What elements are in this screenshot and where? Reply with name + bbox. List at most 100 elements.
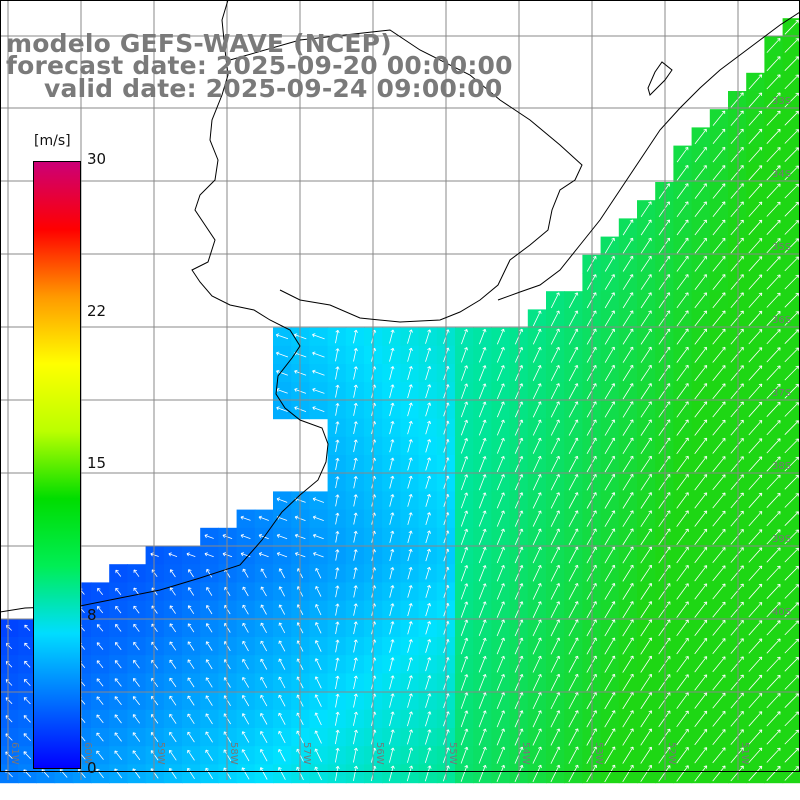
wind-arrow bbox=[496, 528, 505, 545]
wind-arrow bbox=[640, 637, 652, 655]
wind-arrow bbox=[658, 710, 671, 728]
wind-arrow bbox=[622, 746, 634, 764]
wind-cell bbox=[618, 273, 638, 292]
wind-cell bbox=[527, 746, 547, 765]
wind-arrow bbox=[604, 655, 616, 673]
wind-cell bbox=[691, 546, 711, 565]
wind-arrow bbox=[640, 346, 652, 363]
wind-cell bbox=[564, 673, 583, 693]
wind-arrow bbox=[460, 692, 469, 709]
longitude-label: 55W bbox=[447, 742, 458, 765]
wind-arrow bbox=[187, 731, 195, 743]
wind-arrow bbox=[133, 678, 140, 687]
wind-arrow bbox=[550, 619, 561, 637]
wind-arrow bbox=[676, 619, 689, 637]
wind-cell bbox=[564, 436, 583, 456]
wind-arrow bbox=[604, 692, 616, 710]
wind-arrow bbox=[407, 729, 413, 745]
wind-arrow bbox=[550, 292, 560, 309]
wind-arrow bbox=[241, 767, 250, 780]
wind-arrow bbox=[676, 583, 689, 600]
wind-arrow bbox=[712, 674, 726, 691]
wind-arrow bbox=[640, 528, 652, 546]
wind-cell bbox=[691, 655, 711, 674]
wind-arrow bbox=[748, 128, 763, 145]
wind-cell bbox=[691, 582, 711, 602]
wind-arrow bbox=[784, 693, 799, 708]
wind-arrow bbox=[784, 729, 799, 745]
wind-arrow bbox=[604, 328, 615, 345]
wind-arrow bbox=[353, 657, 358, 671]
wind-arrow bbox=[353, 675, 358, 690]
wind-arrow bbox=[532, 365, 542, 381]
wind-arrow bbox=[478, 583, 487, 600]
wind-cell bbox=[546, 491, 565, 511]
wind-cell bbox=[691, 127, 711, 147]
wind-arrow bbox=[568, 728, 579, 746]
wind-arrow bbox=[676, 255, 689, 272]
wind-cell bbox=[564, 618, 583, 638]
wind-arrow bbox=[694, 728, 708, 746]
wind-cell bbox=[600, 455, 620, 474]
wind-arrow bbox=[478, 619, 487, 637]
wind-arrow bbox=[622, 583, 634, 600]
wind-arrow bbox=[353, 494, 358, 507]
wind-arrow bbox=[622, 528, 634, 546]
wind-arrow bbox=[730, 365, 744, 381]
wind-arrow bbox=[313, 552, 324, 558]
wind-arrow bbox=[460, 492, 469, 509]
wind-cell bbox=[618, 309, 638, 329]
wind-arrow bbox=[206, 568, 213, 578]
wind-arrow bbox=[766, 547, 781, 563]
wind-arrow bbox=[784, 620, 799, 636]
wind-arrow bbox=[568, 710, 579, 728]
wind-arrow bbox=[640, 510, 652, 527]
wind-arrow bbox=[407, 657, 413, 672]
wind-arrow bbox=[712, 237, 726, 254]
wind-arrow bbox=[205, 731, 213, 743]
wind-cell bbox=[691, 364, 711, 383]
wind-arrow bbox=[784, 529, 799, 545]
wind-arrow bbox=[186, 552, 196, 557]
wind-arrow bbox=[712, 528, 726, 545]
wind-cell bbox=[673, 527, 693, 547]
wind-arrow bbox=[407, 512, 413, 525]
wind-arrow bbox=[730, 310, 744, 327]
wind-arrow bbox=[712, 292, 726, 309]
wind-arrow bbox=[640, 419, 652, 436]
wind-arrow bbox=[730, 256, 744, 272]
wind-cell bbox=[673, 509, 693, 529]
wind-arrow bbox=[169, 569, 176, 578]
wind-arrow bbox=[730, 601, 744, 618]
wind-arrow bbox=[748, 274, 763, 290]
wind-arrow bbox=[568, 328, 579, 345]
wind-cell bbox=[637, 218, 656, 238]
wind-arrow bbox=[425, 675, 432, 690]
wind-arrow bbox=[766, 711, 781, 727]
wind-arrow bbox=[425, 621, 432, 635]
wind-arrow bbox=[604, 583, 616, 600]
longitude-label: 59W bbox=[155, 742, 166, 765]
wind-arrow bbox=[784, 183, 799, 199]
wind-arrow bbox=[478, 456, 487, 472]
wind-cell bbox=[637, 600, 656, 620]
wind-cell bbox=[618, 546, 638, 565]
wind-arrow bbox=[407, 493, 413, 507]
wind-cell bbox=[564, 546, 583, 565]
wind-arrow bbox=[114, 750, 123, 760]
wind-cell bbox=[691, 746, 711, 765]
wind-cell bbox=[691, 163, 711, 183]
wind-arrow bbox=[407, 675, 413, 690]
wind-arrow bbox=[640, 655, 652, 673]
wind-cell bbox=[618, 764, 638, 784]
wind-cell bbox=[564, 364, 583, 383]
wind-arrow bbox=[604, 419, 616, 436]
wind-cell bbox=[673, 746, 693, 765]
wind-cell bbox=[691, 673, 711, 693]
wind-arrow bbox=[425, 512, 431, 526]
wind-cell bbox=[691, 218, 711, 238]
wind-arrow bbox=[694, 546, 708, 564]
wind-arrow bbox=[694, 565, 708, 582]
wind-arrow bbox=[425, 457, 432, 471]
wind-arrow bbox=[389, 603, 395, 616]
